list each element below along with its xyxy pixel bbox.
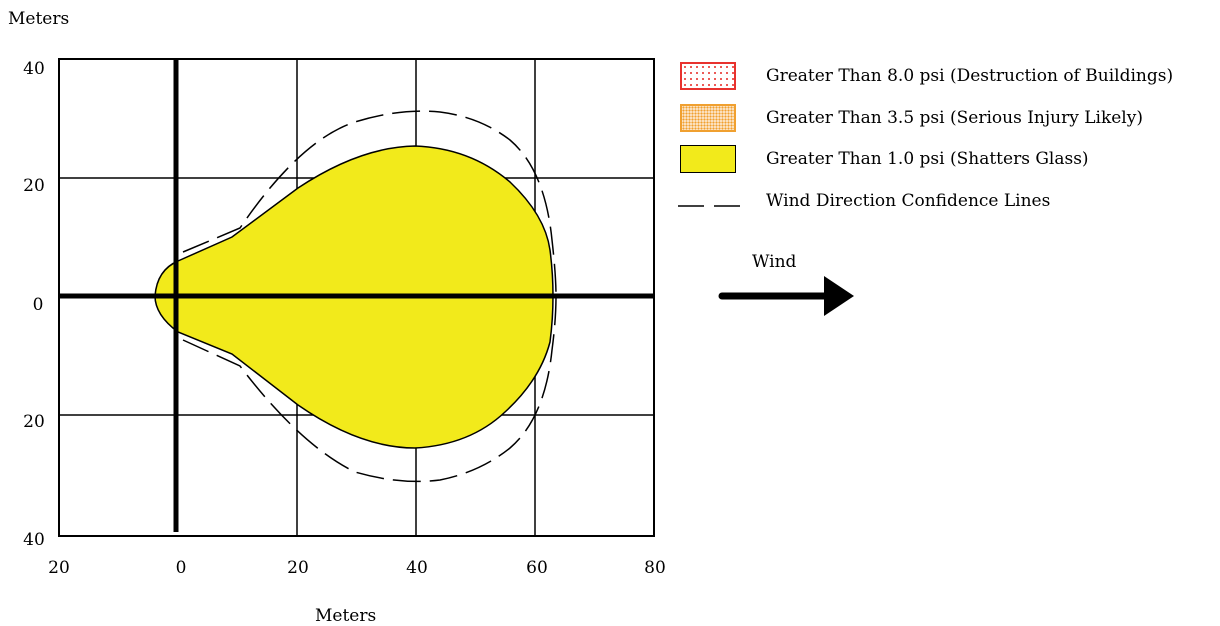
y-tick-label: 0 [32,295,44,315]
x-tick-label: 20 [48,558,70,578]
legend-label: Greater Than 8.0 psi (Destruction of Bui… [766,66,1174,86]
legend-item-confidence-lines: Wind Direction Confidence Lines [680,187,1220,217]
x-tick-label: 60 [526,558,548,578]
legend-label: Greater Than 3.5 psi (Serious Injury Lik… [766,108,1143,128]
arrow-right-icon [718,276,854,316]
legend-item-1psi: Greater Than 1.0 psi (Shatters Glass) [680,145,1220,175]
y-tick-label: 20 [23,412,45,432]
confidence-line-lower [182,295,557,483]
legend-item-8psi: Greater Than 8.0 psi (Destruction of Bui… [680,62,1220,92]
legend-swatch-solid-yellow [680,145,736,173]
legend-label: Greater Than 1.0 psi (Shatters Glass) [766,149,1089,169]
y-tick-label: 40 [23,59,45,79]
legend-swatch-dotted-red [680,62,736,90]
x-axis-title: Meters [315,606,377,626]
x-tick-label: 80 [644,558,666,578]
y-tick-label: 40 [23,530,45,550]
wind-label: Wind [752,252,797,272]
x-tick-label: 0 [175,558,187,578]
x-tick-label: 40 [406,558,428,578]
y-axis-title: Meters [8,9,70,29]
legend-item-3.5psi: Greater Than 3.5 psi (Serious Injury Lik… [680,104,1220,134]
legend-swatch-stippled-orange [680,104,736,132]
x-tick-label: 20 [287,558,309,578]
confidence-lines [182,110,557,483]
confidence-line-upper [182,110,557,297]
y-tick-label: 20 [23,176,45,196]
legend-label: Wind Direction Confidence Lines [766,191,1051,211]
